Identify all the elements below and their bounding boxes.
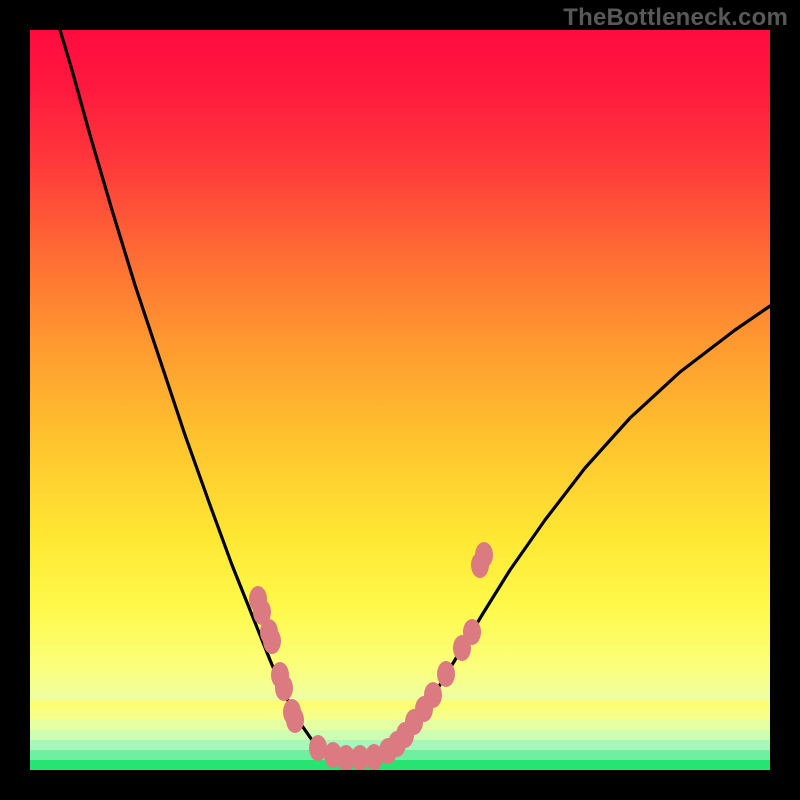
marker-point	[437, 661, 455, 687]
stage: TheBottleneck.com	[0, 0, 800, 800]
gradient-panel	[30, 30, 770, 770]
marker-point	[263, 628, 281, 654]
marker-point	[286, 707, 304, 733]
stripe	[30, 700, 770, 710]
marker-point	[424, 682, 442, 708]
marker-point	[275, 675, 293, 701]
marker-point	[463, 619, 481, 645]
marker-point	[475, 542, 493, 568]
chart-svg	[0, 0, 800, 800]
stripe	[30, 710, 770, 720]
watermark-text: TheBottleneck.com	[563, 4, 788, 32]
plot-area	[30, 30, 770, 771]
stripe	[30, 760, 770, 770]
